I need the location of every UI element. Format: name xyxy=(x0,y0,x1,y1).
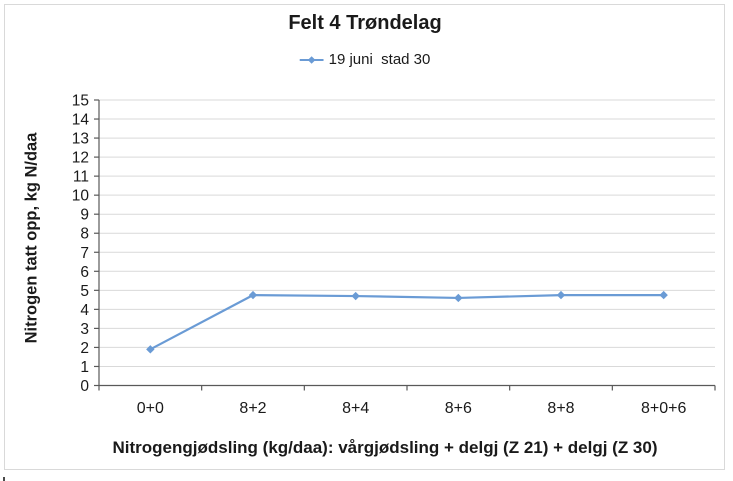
legend-line-marker-icon xyxy=(299,55,324,64)
x-tick-label: 8+4 xyxy=(342,400,369,417)
y-tick-label: 4 xyxy=(80,302,89,319)
legend: 19 juni stad 30 xyxy=(299,51,431,68)
y-tick-label: 2 xyxy=(80,340,89,357)
y-axis-title: Nitrogen tatt opp, kg N/daa xyxy=(22,132,41,344)
data-point xyxy=(351,291,360,301)
chart-border xyxy=(4,4,725,470)
data-point xyxy=(454,293,463,303)
data-point xyxy=(146,345,155,354)
y-tick-label: 14 xyxy=(72,112,90,129)
data-point xyxy=(248,290,258,300)
y-tick-label: 12 xyxy=(72,150,89,167)
data-line xyxy=(149,293,665,351)
x-tick-label: 0+0 xyxy=(137,400,164,417)
x-tick-label: 8+2 xyxy=(239,400,266,417)
y-tick-label: 6 xyxy=(80,264,89,281)
legend-series-label: 19 juni stad 30 xyxy=(328,51,431,68)
x-axis-title: Nitrogengjødsling (kg/daa): vårgjødsling… xyxy=(112,438,658,457)
y-tick-label: 11 xyxy=(73,169,89,186)
chart-title: Felt 4 Trøndelag xyxy=(288,12,442,34)
x-tick-label: 8+0+6 xyxy=(641,400,686,417)
y-tick-label: 10 xyxy=(72,188,90,205)
stray-mark xyxy=(3,477,5,481)
data-point xyxy=(659,290,668,300)
data-point xyxy=(556,290,566,300)
x-tick-label: 8+6 xyxy=(445,400,472,417)
y-tick-label: 9 xyxy=(80,207,89,224)
y-tick-label: 1 xyxy=(80,359,89,376)
y-tick-label: 15 xyxy=(72,93,89,110)
x-tick-label: 8+8 xyxy=(547,400,574,417)
y-tick-label: 7 xyxy=(80,245,89,262)
y-tick-label: 0 xyxy=(80,378,89,395)
y-tick-label: 5 xyxy=(80,283,89,300)
y-tick-label: 13 xyxy=(72,131,89,148)
y-tick-label: 8 xyxy=(80,226,89,243)
y-tick-label: 3 xyxy=(80,321,89,338)
